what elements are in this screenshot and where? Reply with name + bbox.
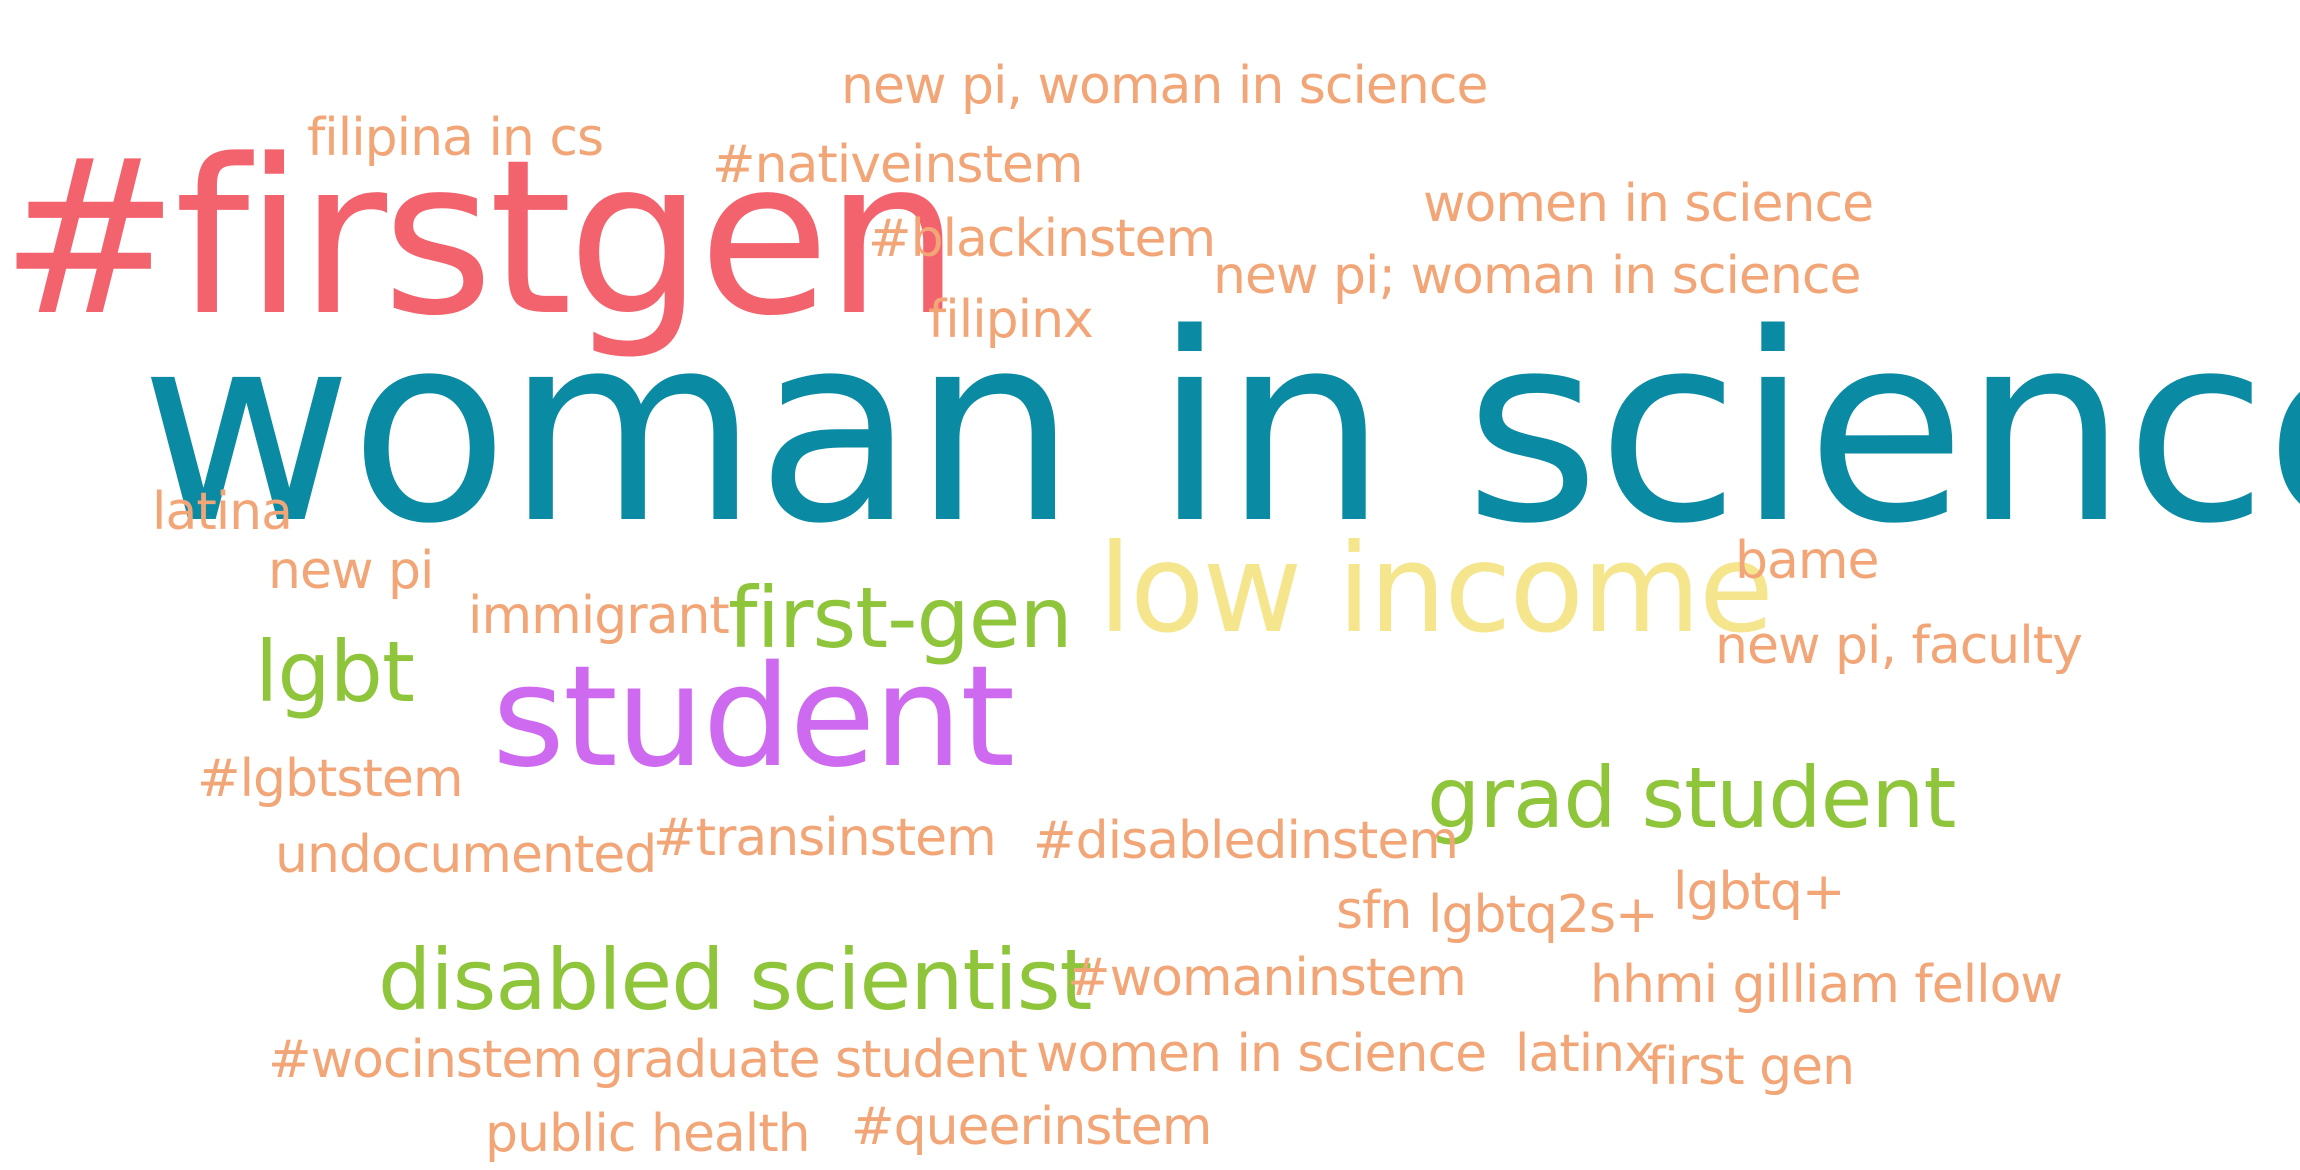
word-women-in-science-2: women in science <box>1036 1024 1487 1084</box>
word-new-pi: new pi <box>268 541 434 601</box>
word-lgbt: lgbt <box>255 623 415 721</box>
word-hash-wocinstem: #wocinstem <box>268 1030 583 1090</box>
word-filipina-in-cs: filipina in cs <box>307 108 604 168</box>
word-hash-womaninstem: #womaninstem <box>1067 948 1467 1008</box>
word-public-health: public health <box>485 1104 811 1164</box>
word-new-pi-woman-in-science-semicolon: new pi; woman in science <box>1213 246 1861 306</box>
word-hhmi-gilliam-fellow: hhmi gilliam fellow <box>1590 955 2063 1015</box>
word-disabled-scientist: disabled scientist <box>378 931 1092 1029</box>
word-lgbtq-plus: lgbtq+ <box>1673 862 1845 922</box>
word-hash-lgbtstem: #lgbtstem <box>197 749 464 809</box>
word-undocumented: undocumented <box>275 825 657 885</box>
word-student: student <box>492 636 1015 799</box>
word-grad-student: grad student <box>1427 749 1956 847</box>
word-immigrant: immigrant <box>468 586 730 646</box>
word-first-gen-hyphen: first-gen <box>728 569 1073 667</box>
word-hash-nativeinstem: #nativeinstem <box>712 135 1084 195</box>
word-woman-in-science: woman in science <box>140 279 2300 581</box>
word-new-pi-woman-in-science-comma: new pi, woman in science <box>841 56 1488 116</box>
word-hash-firstgen: #firstgen <box>0 114 961 363</box>
word-hash-transinstem: #transinstem <box>653 808 997 868</box>
word-low-income: low income <box>1098 518 1774 660</box>
word-hash-disabledinstem: #disabledinstem <box>1033 811 1459 871</box>
word-bame: bame <box>1735 531 1880 591</box>
word-graduate-student: graduate student <box>591 1030 1028 1090</box>
word-women-in-science-1: women in science <box>1423 174 1874 234</box>
word-latina: latina <box>152 482 293 542</box>
word-lgbtq2s-plus: lgbtq2s+ <box>1428 885 1659 945</box>
word-new-pi-faculty: new pi, faculty <box>1715 616 2083 676</box>
word-first-gen-space: first gen <box>1647 1037 1855 1097</box>
word-latinx: latinx <box>1515 1024 1655 1084</box>
word-filipinx: filipinx <box>928 290 1094 350</box>
word-sfn: sfn <box>1336 881 1412 941</box>
word-hash-blackinstem: #blackinstem <box>868 209 1216 269</box>
word-hash-queerinstem: #queerinstem <box>851 1097 1212 1157</box>
